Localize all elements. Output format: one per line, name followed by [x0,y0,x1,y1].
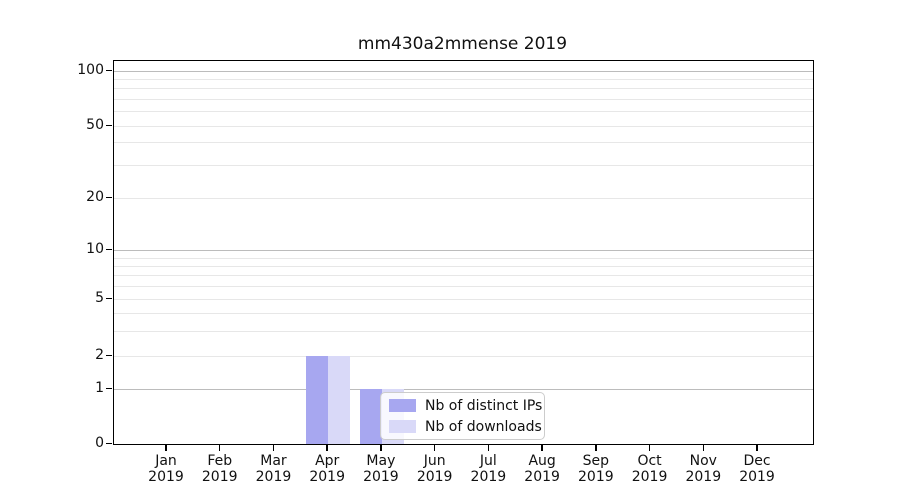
legend: Nb of distinct IPs Nb of downloads [380,392,545,440]
y-gridline-3 [114,330,813,332]
x-tick-year: 2019 [309,469,345,485]
y-tick-label-0: 0 [95,435,104,451]
legend-item-distinct-ips: Nb of distinct IPs [389,398,542,414]
x-tick-mark-apr [326,445,328,451]
y-gridline-60 [114,110,813,112]
y-gridline-10 [114,249,813,251]
x-tick-month: Jun [423,453,446,469]
x-tick-mark-sep [595,445,597,451]
x-tick-label-aug: Aug 2019 [502,453,582,485]
x-tick-label-sep: Sep 2019 [556,453,636,485]
plot-area [113,60,814,445]
y-tick-mark-50 [106,124,112,126]
bar-distinct-ips-may [359,389,382,444]
chart-title: mm430a2mmense 2019 [357,34,568,54]
x-tick-month: Feb [207,453,233,469]
legend-item-downloads: Nb of downloads [389,419,542,435]
x-tick-mark-may [380,445,382,451]
x-tick-year: 2019 [470,469,507,485]
y-gridline-30 [114,164,813,166]
x-tick-label-dec: Dec 2019 [717,453,797,485]
y-gridline-2 [114,355,813,357]
x-tick-label-nov: Nov 2019 [663,453,743,485]
bar-distinct-ips-apr [306,356,329,444]
y-gridline-5 [114,298,813,300]
x-tick-mark-jul [487,445,490,451]
y-gridline-80 [114,87,813,89]
x-tick-year: 2019 [201,469,238,485]
y-gridline-6 [114,285,813,287]
bar-downloads-apr [328,356,351,444]
x-tick-month: Jul [479,453,497,469]
y-tick-label-10: 10 [86,241,104,257]
x-tick-month: Apr [315,453,340,469]
x-tick-month: Dec [743,453,771,469]
y-gridline-40 [114,141,813,143]
x-tick-month: Oct [637,453,662,469]
x-tick-label-jul: Jul 2019 [448,453,528,485]
x-tick-mark-aug [541,445,543,451]
y-tick-mark-2 [106,354,112,356]
x-tick-month: Aug [528,453,556,469]
x-tick-year: 2019 [685,469,722,485]
x-tick-year: 2019 [739,469,775,485]
y-tick-label-1: 1 [95,380,104,396]
x-tick-mark-oct [648,445,651,451]
y-tick-mark-5 [106,297,112,299]
x-tick-year: 2019 [255,469,292,485]
y-gridline-50 [114,125,813,127]
legend-swatch-distinct-ips [389,399,416,412]
x-tick-mark-feb [218,445,221,451]
y-tick-label-5: 5 [95,290,104,306]
y-gridline-20 [114,197,813,199]
y-tick-label-100: 100 [77,62,104,78]
x-tick-year: 2019 [416,469,453,485]
y-tick-mark-10 [106,248,112,250]
y-tick-label-2: 2 [95,347,104,363]
x-tick-label-feb: Feb 2019 [180,453,260,485]
x-tick-label-jan: Jan 2019 [126,453,206,485]
x-tick-mark-mar [272,445,275,451]
x-tick-label-jun: Jun 2019 [395,453,475,485]
legend-label-downloads: Nb of downloads [425,418,542,435]
x-tick-year: 2019 [631,469,668,485]
x-tick-month: Sep [582,453,610,469]
x-tick-year: 2019 [578,469,614,485]
x-tick-mark-dec [756,445,758,451]
y-gridline-70 [114,98,813,100]
x-tick-month: Mar [260,453,287,469]
y-gridline-9 [114,257,813,259]
legend-label-distinct-ips: Nb of distinct IPs [425,397,543,414]
y-tick-mark-20 [106,196,112,198]
y-tick-label-20: 20 [86,189,104,205]
y-tick-mark-1 [106,387,112,389]
x-tick-year: 2019 [148,469,184,485]
y-gridline-1 [114,388,813,390]
x-tick-month: Jan [155,453,177,469]
y-gridline-8 [114,265,813,267]
legend-swatch-downloads [389,420,416,433]
y-gridline-4 [114,312,813,314]
x-tick-mark-jan [165,445,167,451]
y-gridline-7 [114,274,813,276]
x-tick-label-mar: Mar 2019 [233,453,313,485]
y-gridline-100 [114,70,813,72]
x-tick-year: 2019 [363,469,399,485]
x-tick-mark-nov [702,445,705,451]
y-tick-label-50: 50 [86,117,104,133]
x-tick-label-may: May 2019 [341,453,421,485]
x-tick-month: May [366,453,396,469]
y-gridline-90 [114,78,813,80]
x-tick-label-oct: Oct 2019 [610,453,690,485]
x-tick-year: 2019 [524,469,560,485]
x-tick-mark-jun [433,445,436,451]
y-tick-mark-0 [106,442,112,444]
y-tick-mark-100 [106,69,112,71]
x-tick-label-apr: Apr 2019 [287,453,367,485]
x-tick-month: Nov [689,453,717,469]
